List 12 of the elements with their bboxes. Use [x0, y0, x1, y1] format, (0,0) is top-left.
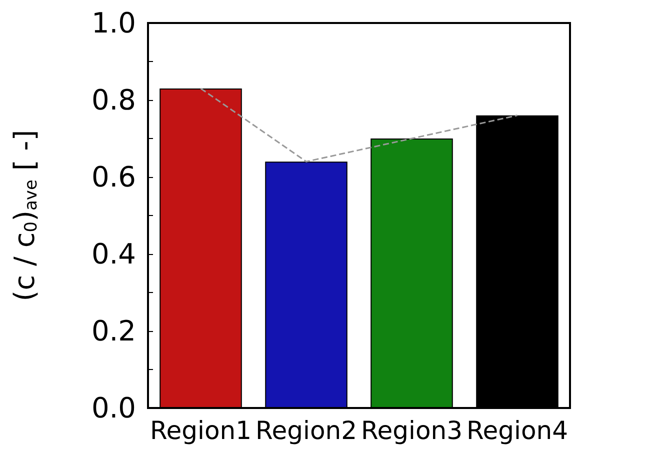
x-tick-label: Region4: [466, 416, 568, 445]
y-axis-title: (c / c0)ave [ -]: [8, 130, 42, 302]
y-tick-label: 0.8: [91, 84, 136, 116]
x-tick-label: Region1: [150, 416, 252, 445]
y-tick-label: 0.6: [91, 160, 136, 194]
y-tick-label: 1.0: [91, 6, 136, 40]
x-tick-label: Region2: [256, 416, 357, 445]
x-tick-label: Region3: [361, 416, 462, 445]
y-tick-label: 0.2: [91, 314, 136, 348]
line-series: [200, 88, 518, 162]
y-tick-label: 0.0: [91, 392, 136, 424]
y-tick-label: 0.4: [91, 238, 136, 270]
